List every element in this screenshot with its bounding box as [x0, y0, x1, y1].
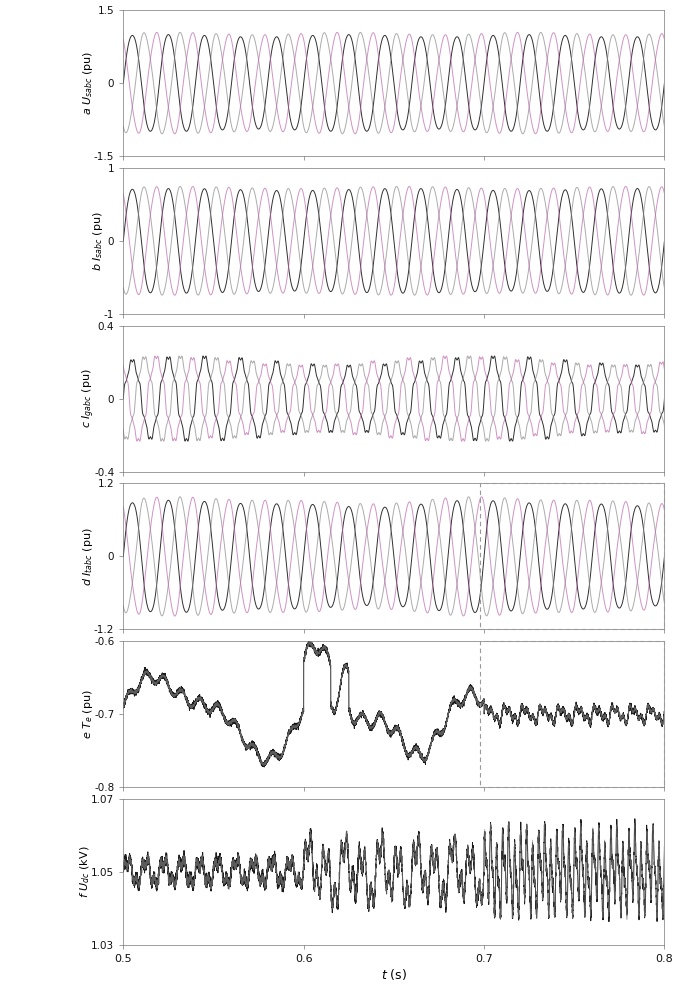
Y-axis label: $\mathit{f}$ $\mathit{U_{dc}}$ (kV): $\mathit{f}$ $\mathit{U_{dc}}$ (kV): [79, 846, 92, 898]
Y-axis label: $\mathit{c}$ $\mathit{I_{gabc}}$ (pu): $\mathit{c}$ $\mathit{I_{gabc}}$ (pu): [80, 369, 97, 428]
Y-axis label: $\mathit{a}$ $\mathit{U_{sabc}}$ (pu): $\mathit{a}$ $\mathit{U_{sabc}}$ (pu): [82, 51, 95, 115]
Bar: [480, 641, 664, 787]
Y-axis label: $\mathit{b}$ $\mathit{I_{sabc}}$ (pu): $\mathit{b}$ $\mathit{I_{sabc}}$ (pu): [91, 211, 105, 271]
X-axis label: $t$ (s): $t$ (s): [381, 967, 407, 982]
Y-axis label: $\mathit{d}$ $\mathit{I_{tabc}}$ (pu): $\mathit{d}$ $\mathit{I_{tabc}}$ (pu): [82, 527, 95, 586]
Y-axis label: $\mathit{e}$ $\mathit{T_e}$ (pu): $\mathit{e}$ $\mathit{T_e}$ (pu): [82, 689, 95, 739]
Bar: [480, 483, 664, 629]
